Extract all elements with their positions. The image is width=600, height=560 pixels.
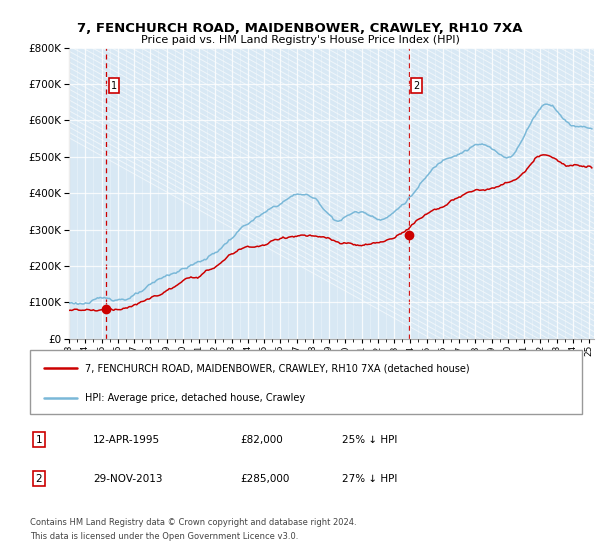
Text: £285,000: £285,000 — [240, 474, 289, 484]
Text: 12-APR-1995: 12-APR-1995 — [93, 435, 160, 445]
Text: 29-NOV-2013: 29-NOV-2013 — [93, 474, 163, 484]
Text: 25% ↓ HPI: 25% ↓ HPI — [342, 435, 397, 445]
Text: £82,000: £82,000 — [240, 435, 283, 445]
Text: 1: 1 — [111, 81, 117, 91]
Text: Contains HM Land Registry data © Crown copyright and database right 2024.: Contains HM Land Registry data © Crown c… — [30, 518, 356, 527]
Text: HPI: Average price, detached house, Crawley: HPI: Average price, detached house, Craw… — [85, 393, 305, 403]
Text: 7, FENCHURCH ROAD, MAIDENBOWER, CRAWLEY, RH10 7XA (detached house): 7, FENCHURCH ROAD, MAIDENBOWER, CRAWLEY,… — [85, 363, 470, 373]
Text: This data is licensed under the Open Government Licence v3.0.: This data is licensed under the Open Gov… — [30, 532, 298, 541]
Text: 7, FENCHURCH ROAD, MAIDENBOWER, CRAWLEY, RH10 7XA: 7, FENCHURCH ROAD, MAIDENBOWER, CRAWLEY,… — [77, 22, 523, 35]
Text: Price paid vs. HM Land Registry's House Price Index (HPI): Price paid vs. HM Land Registry's House … — [140, 35, 460, 45]
Text: 27% ↓ HPI: 27% ↓ HPI — [342, 474, 397, 484]
Text: 1: 1 — [35, 435, 43, 445]
Text: 2: 2 — [414, 81, 420, 91]
Text: 2: 2 — [35, 474, 43, 484]
